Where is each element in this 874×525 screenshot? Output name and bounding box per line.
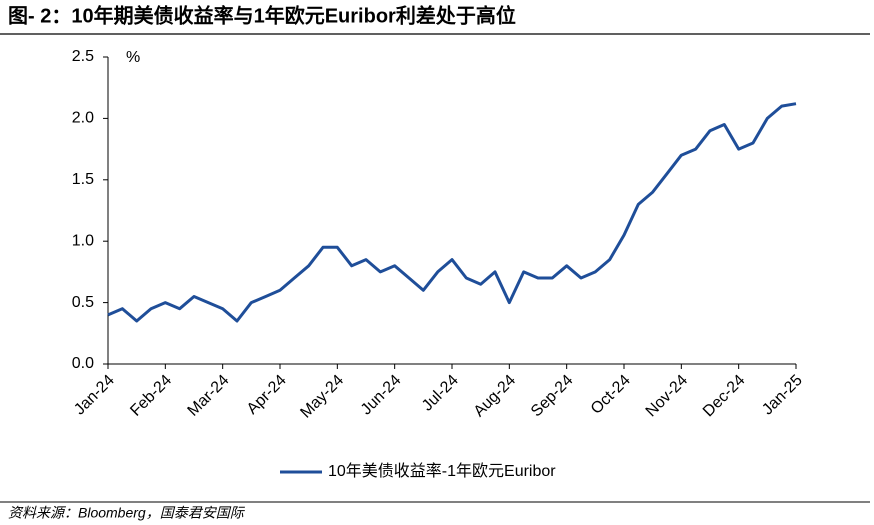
x-tick-label: May-24: [297, 372, 347, 422]
y-tick-label: 2.0: [72, 110, 94, 127]
y-unit: %: [126, 49, 140, 66]
x-tick-label: Mar-24: [185, 372, 233, 420]
x-tick-label: Apr-24: [244, 372, 290, 418]
y-tick-label: 1.5: [72, 171, 94, 188]
y-tick-label: 1.0: [72, 232, 94, 249]
x-tick-label: Aug-24: [471, 372, 520, 421]
x-tick-label: Oct-24: [588, 372, 634, 418]
x-tick-label: Nov-24: [643, 372, 692, 421]
line: [107, 102, 797, 323]
y-tick-label: 0.5: [72, 294, 94, 311]
source: 资料来源：Bloomberg，国泰君安国际: [8, 505, 246, 521]
x-tick-label: Jul-24: [419, 372, 462, 415]
x-tick-label: Feb-24: [127, 372, 175, 420]
x-tick-label: Jan-25: [759, 372, 806, 419]
x-tick-label: Jun-24: [358, 372, 405, 419]
x-tick-label: Jan-24: [71, 372, 118, 419]
y-tick-label: 0.0: [72, 355, 94, 372]
legend-label: 10年美债收益率-1年欧元Euribor: [328, 462, 556, 480]
y-tick-label: 2.5: [72, 48, 94, 65]
x-tick-label: Sep-24: [528, 372, 577, 421]
chart-title: 图- 2：10年期美债收益率与1年欧元Euribor利差处于高位: [8, 3, 516, 27]
x-tick-label: Dec-24: [700, 372, 749, 421]
